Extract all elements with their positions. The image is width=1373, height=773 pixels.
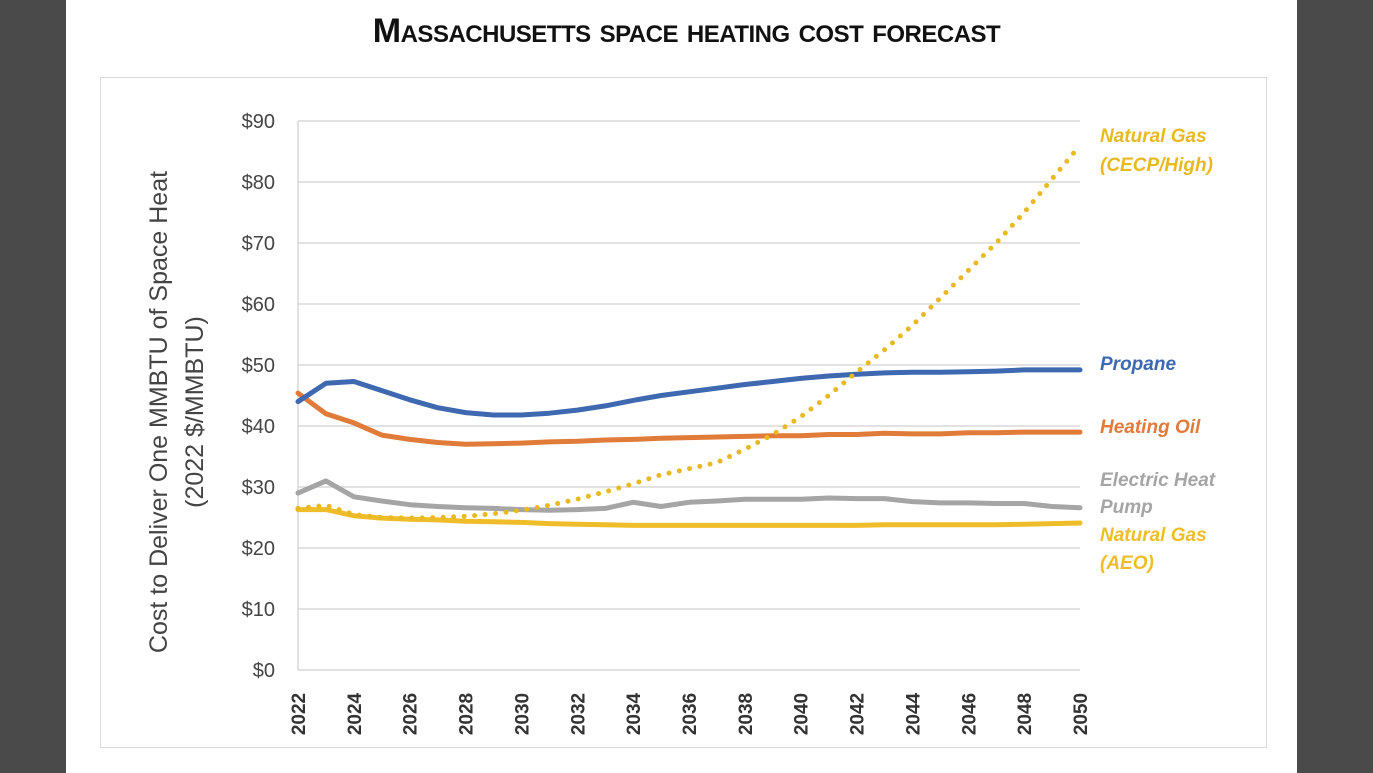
x-tick-label: 2040 xyxy=(792,693,813,735)
series-label: Pump xyxy=(1100,497,1153,518)
x-tick-label: 2048 xyxy=(1015,693,1036,735)
x-tick-label: 2028 xyxy=(457,693,478,735)
x-tick-label: 2022 xyxy=(289,693,310,735)
series-label: Heating Oil xyxy=(1100,417,1201,438)
y-tick-label: $0 xyxy=(253,660,275,682)
y-tick-label: $20 xyxy=(242,538,275,560)
x-tick-label: 2050 xyxy=(1071,693,1092,735)
page xyxy=(66,0,1297,773)
series-line-natural-gas-aeo- xyxy=(295,507,1083,528)
series-label: (AEO) xyxy=(1100,553,1154,574)
chart-frame xyxy=(100,77,1267,748)
y-tick-label: $50 xyxy=(242,355,275,377)
x-tick-label: 2044 xyxy=(903,692,924,735)
y-tick-label: $80 xyxy=(242,172,275,194)
x-tick-label: 2046 xyxy=(959,693,980,735)
x-tick-label: 2038 xyxy=(736,693,757,735)
y-tick-label: $60 xyxy=(242,294,275,316)
y-tick-label: $30 xyxy=(242,477,275,499)
y-axis-label: Cost to Deliver One MMBTU of Space Heat xyxy=(145,171,173,653)
y-axis-label: (2022 $/MMBTU) xyxy=(181,316,209,508)
x-tick-label: 2030 xyxy=(512,693,533,735)
y-tick-label: $70 xyxy=(242,233,275,255)
y-tick-label: $90 xyxy=(242,111,275,133)
series-label: Propane xyxy=(1100,354,1176,375)
series-label: Electric Heat xyxy=(1100,470,1216,491)
y-tick-label: $10 xyxy=(242,599,275,621)
series-line-propane xyxy=(295,367,1083,418)
x-tick-label: 2026 xyxy=(401,693,422,735)
x-tick-label: 2042 xyxy=(848,693,869,735)
x-tick-label: 2034 xyxy=(624,692,645,735)
y-tick-label: $40 xyxy=(242,416,275,438)
series-line-heating-oil xyxy=(295,390,1083,447)
x-tick-label: 2024 xyxy=(345,692,366,735)
chart-title: Massachusetts space heating cost forecas… xyxy=(372,12,1001,50)
x-tick-label: 2032 xyxy=(568,693,589,735)
series-label: Natural Gas xyxy=(1100,126,1207,147)
series-label: (CECP/High) xyxy=(1100,155,1213,176)
series-label: Natural Gas xyxy=(1100,525,1207,546)
x-tick-label: 2036 xyxy=(680,693,701,735)
series-line-natural-gas-cecp-high- xyxy=(295,142,1083,521)
series-line-electric-heat-pump xyxy=(295,478,1083,513)
